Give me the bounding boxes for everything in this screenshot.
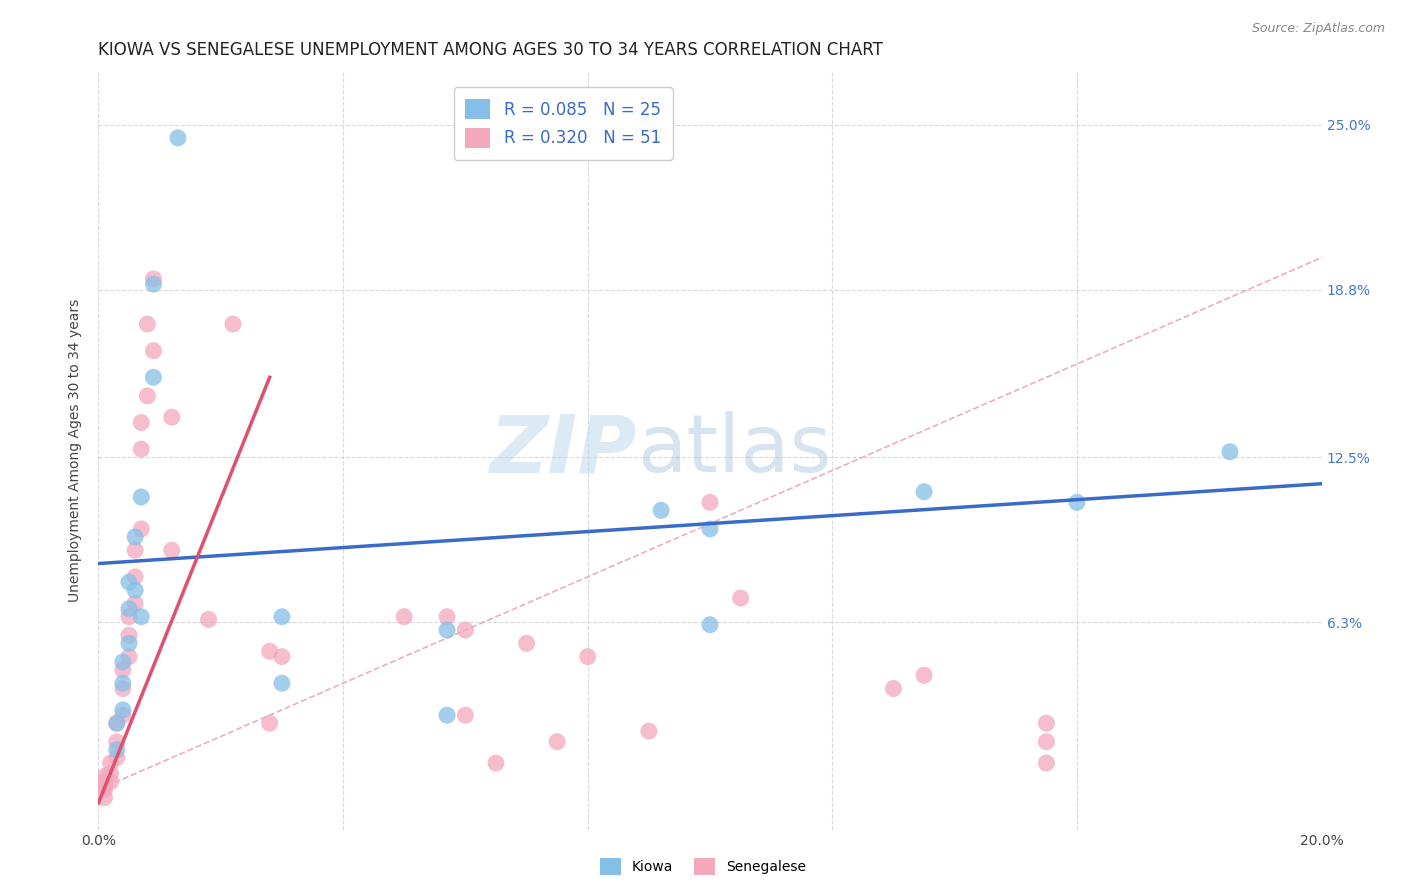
Text: atlas: atlas xyxy=(637,411,831,490)
Text: ZIP: ZIP xyxy=(489,411,637,490)
Point xyxy=(1219,444,1241,458)
Point xyxy=(105,716,128,731)
Point xyxy=(129,609,152,624)
Point xyxy=(160,543,183,558)
Point xyxy=(118,575,141,590)
Point xyxy=(124,530,146,544)
Point xyxy=(111,681,134,696)
Point xyxy=(111,655,134,669)
Point xyxy=(546,735,568,749)
Point xyxy=(730,591,752,606)
Text: Source: ZipAtlas.com: Source: ZipAtlas.com xyxy=(1251,22,1385,36)
Point xyxy=(270,676,292,690)
Text: KIOWA VS SENEGALESE UNEMPLOYMENT AMONG AGES 30 TO 34 YEARS CORRELATION CHART: KIOWA VS SENEGALESE UNEMPLOYMENT AMONG A… xyxy=(98,41,883,59)
Point xyxy=(136,317,159,331)
Point xyxy=(436,708,458,723)
Legend: Kiowa, Senegalese: Kiowa, Senegalese xyxy=(595,853,811,880)
Point xyxy=(111,703,134,717)
Point xyxy=(699,522,721,536)
Point xyxy=(436,623,458,637)
Y-axis label: Unemployment Among Ages 30 to 34 years: Unemployment Among Ages 30 to 34 years xyxy=(69,299,83,602)
Point xyxy=(222,317,245,331)
Point xyxy=(93,780,115,794)
Point xyxy=(118,649,141,664)
Point xyxy=(118,628,141,642)
Point xyxy=(883,681,905,696)
Point xyxy=(129,490,152,504)
Point xyxy=(100,756,122,770)
Point xyxy=(1035,716,1057,731)
Point xyxy=(124,596,146,610)
Point xyxy=(699,495,721,509)
Point xyxy=(197,612,219,626)
Point xyxy=(118,609,141,624)
Point xyxy=(142,277,165,292)
Point xyxy=(454,708,477,723)
Point xyxy=(93,774,115,789)
Point xyxy=(129,522,152,536)
Point xyxy=(124,543,146,558)
Point xyxy=(111,708,134,723)
Point xyxy=(124,570,146,584)
Legend: R = 0.085   N = 25, R = 0.320   N = 51: R = 0.085 N = 25, R = 0.320 N = 51 xyxy=(454,87,672,160)
Point xyxy=(1035,735,1057,749)
Point xyxy=(160,410,183,425)
Point xyxy=(129,442,152,457)
Point xyxy=(129,416,152,430)
Point xyxy=(100,766,122,780)
Point xyxy=(1066,495,1088,509)
Point xyxy=(259,644,281,658)
Point xyxy=(516,636,538,650)
Point xyxy=(392,609,416,624)
Point xyxy=(576,649,599,664)
Point xyxy=(1035,756,1057,770)
Point xyxy=(105,716,128,731)
Point xyxy=(100,774,122,789)
Point xyxy=(118,601,141,615)
Point xyxy=(454,623,477,637)
Point xyxy=(699,617,721,632)
Point xyxy=(142,343,165,358)
Point xyxy=(118,636,141,650)
Point xyxy=(93,790,115,805)
Point xyxy=(142,370,165,384)
Point xyxy=(93,769,115,783)
Point xyxy=(93,777,115,791)
Point xyxy=(259,716,281,731)
Point xyxy=(93,782,115,797)
Point xyxy=(111,676,134,690)
Point xyxy=(105,735,128,749)
Point xyxy=(124,583,146,598)
Point xyxy=(270,609,292,624)
Point xyxy=(650,503,672,517)
Point xyxy=(105,750,128,764)
Point xyxy=(637,724,661,739)
Point xyxy=(912,484,935,499)
Point xyxy=(136,389,159,403)
Point xyxy=(105,743,128,757)
Point xyxy=(167,131,190,145)
Point xyxy=(142,272,165,286)
Point xyxy=(111,663,134,677)
Point xyxy=(270,649,292,664)
Point xyxy=(485,756,508,770)
Point xyxy=(436,609,458,624)
Point xyxy=(912,668,935,682)
